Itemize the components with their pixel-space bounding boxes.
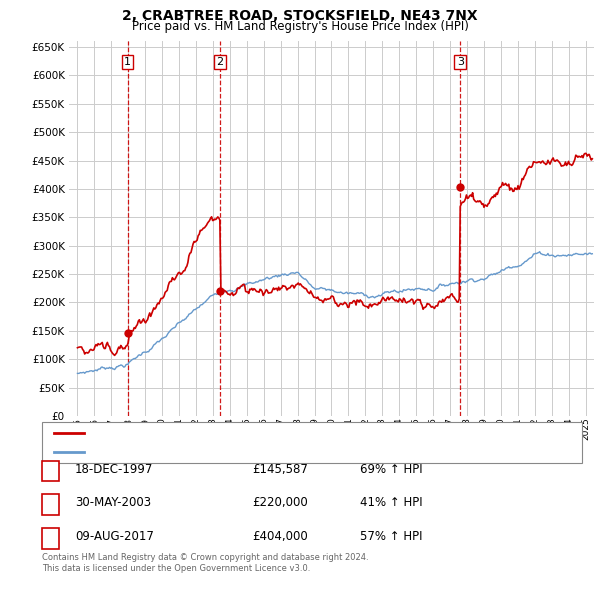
Text: Price paid vs. HM Land Registry's House Price Index (HPI): Price paid vs. HM Land Registry's House …	[131, 20, 469, 33]
Text: 2: 2	[47, 498, 54, 512]
Text: 57% ↑ HPI: 57% ↑ HPI	[360, 530, 422, 543]
Text: 30-MAY-2003: 30-MAY-2003	[75, 496, 151, 509]
Text: 18-DEC-1997: 18-DEC-1997	[75, 463, 154, 476]
Text: 2, CRABTREE ROAD, STOCKSFIELD, NE43 7NX: 2, CRABTREE ROAD, STOCKSFIELD, NE43 7NX	[122, 9, 478, 23]
Text: 1: 1	[124, 57, 131, 67]
Text: 3: 3	[47, 532, 54, 545]
Text: HPI: Average price, detached house, Northumberland: HPI: Average price, detached house, Nort…	[90, 447, 369, 457]
Text: Contains HM Land Registry data © Crown copyright and database right 2024.: Contains HM Land Registry data © Crown c…	[42, 553, 368, 562]
Text: This data is licensed under the Open Government Licence v3.0.: This data is licensed under the Open Gov…	[42, 564, 310, 573]
Text: 2, CRABTREE ROAD, STOCKSFIELD, NE43 7NX (detached house): 2, CRABTREE ROAD, STOCKSFIELD, NE43 7NX …	[90, 428, 423, 438]
Text: 09-AUG-2017: 09-AUG-2017	[75, 530, 154, 543]
Text: 3: 3	[457, 57, 464, 67]
Text: £220,000: £220,000	[252, 496, 308, 509]
Text: 2: 2	[217, 57, 223, 67]
Text: 69% ↑ HPI: 69% ↑ HPI	[360, 463, 422, 476]
Text: 41% ↑ HPI: 41% ↑ HPI	[360, 496, 422, 509]
Text: £145,587: £145,587	[252, 463, 308, 476]
Text: £404,000: £404,000	[252, 530, 308, 543]
Text: 1: 1	[47, 464, 54, 478]
